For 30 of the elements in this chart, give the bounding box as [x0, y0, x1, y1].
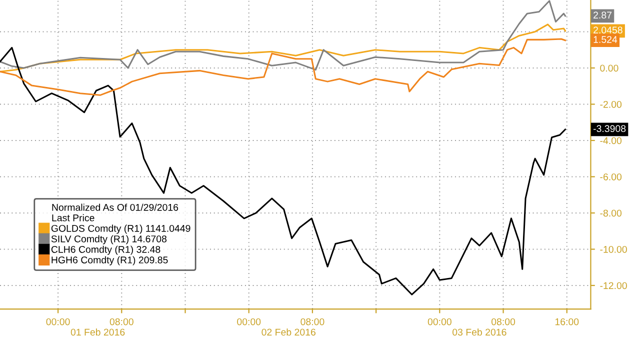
- x-tick-label: 08:00: [491, 318, 516, 326]
- y-tick-label: -12.00: [600, 282, 627, 290]
- annotation: 2.87: [594, 12, 612, 19]
- x-tick-label: 00:00: [237, 318, 261, 326]
- line-series: [0, 38, 566, 96]
- x2-tick-label: 01 Feb 2016: [70, 328, 125, 336]
- legend-title: Normalized As Of 01/29/2016 Last Price: [52, 204, 178, 222]
- legend-label: GOLDS Comdty (R1) 1141.0449: [51, 224, 190, 234]
- y-tick-label: -6.00: [600, 173, 622, 180]
- y-tick-label: -10.00: [600, 246, 627, 253]
- legend-label: HGH6 Comdty (R1) 209.85: [52, 256, 168, 266]
- x2-tick-label: 02 Feb 2016: [262, 328, 316, 336]
- annotation: 2.0458: [594, 26, 622, 34]
- x-tick-label: 00:00: [428, 318, 452, 326]
- x2-tick-label: 03 Feb 2016: [452, 328, 506, 336]
- legend-label: CLH6 Comdty (R1) 32.48: [51, 246, 160, 255]
- y-tick-label: -8.00: [600, 210, 622, 217]
- line-series: [0, 0, 566, 71]
- legend-label: SILV Comdty (R1) 14.6708: [51, 235, 167, 244]
- annotation: -3.3908: [593, 125, 626, 132]
- x-tick-label: 08:00: [300, 318, 324, 326]
- y-tick-label: -2.00: [600, 100, 622, 108]
- x-tick-label: 00:00: [46, 318, 70, 326]
- x-tick-label: 16:00: [555, 318, 579, 326]
- x-tick-label: 08:00: [110, 318, 134, 326]
- line-series: [0, 46, 566, 296]
- line-series: [0, 24, 566, 72]
- y-tick-label: 0.00: [600, 64, 618, 72]
- annotation: 1.524: [594, 36, 618, 43]
- y-tick-label: -4.00: [600, 137, 622, 144]
